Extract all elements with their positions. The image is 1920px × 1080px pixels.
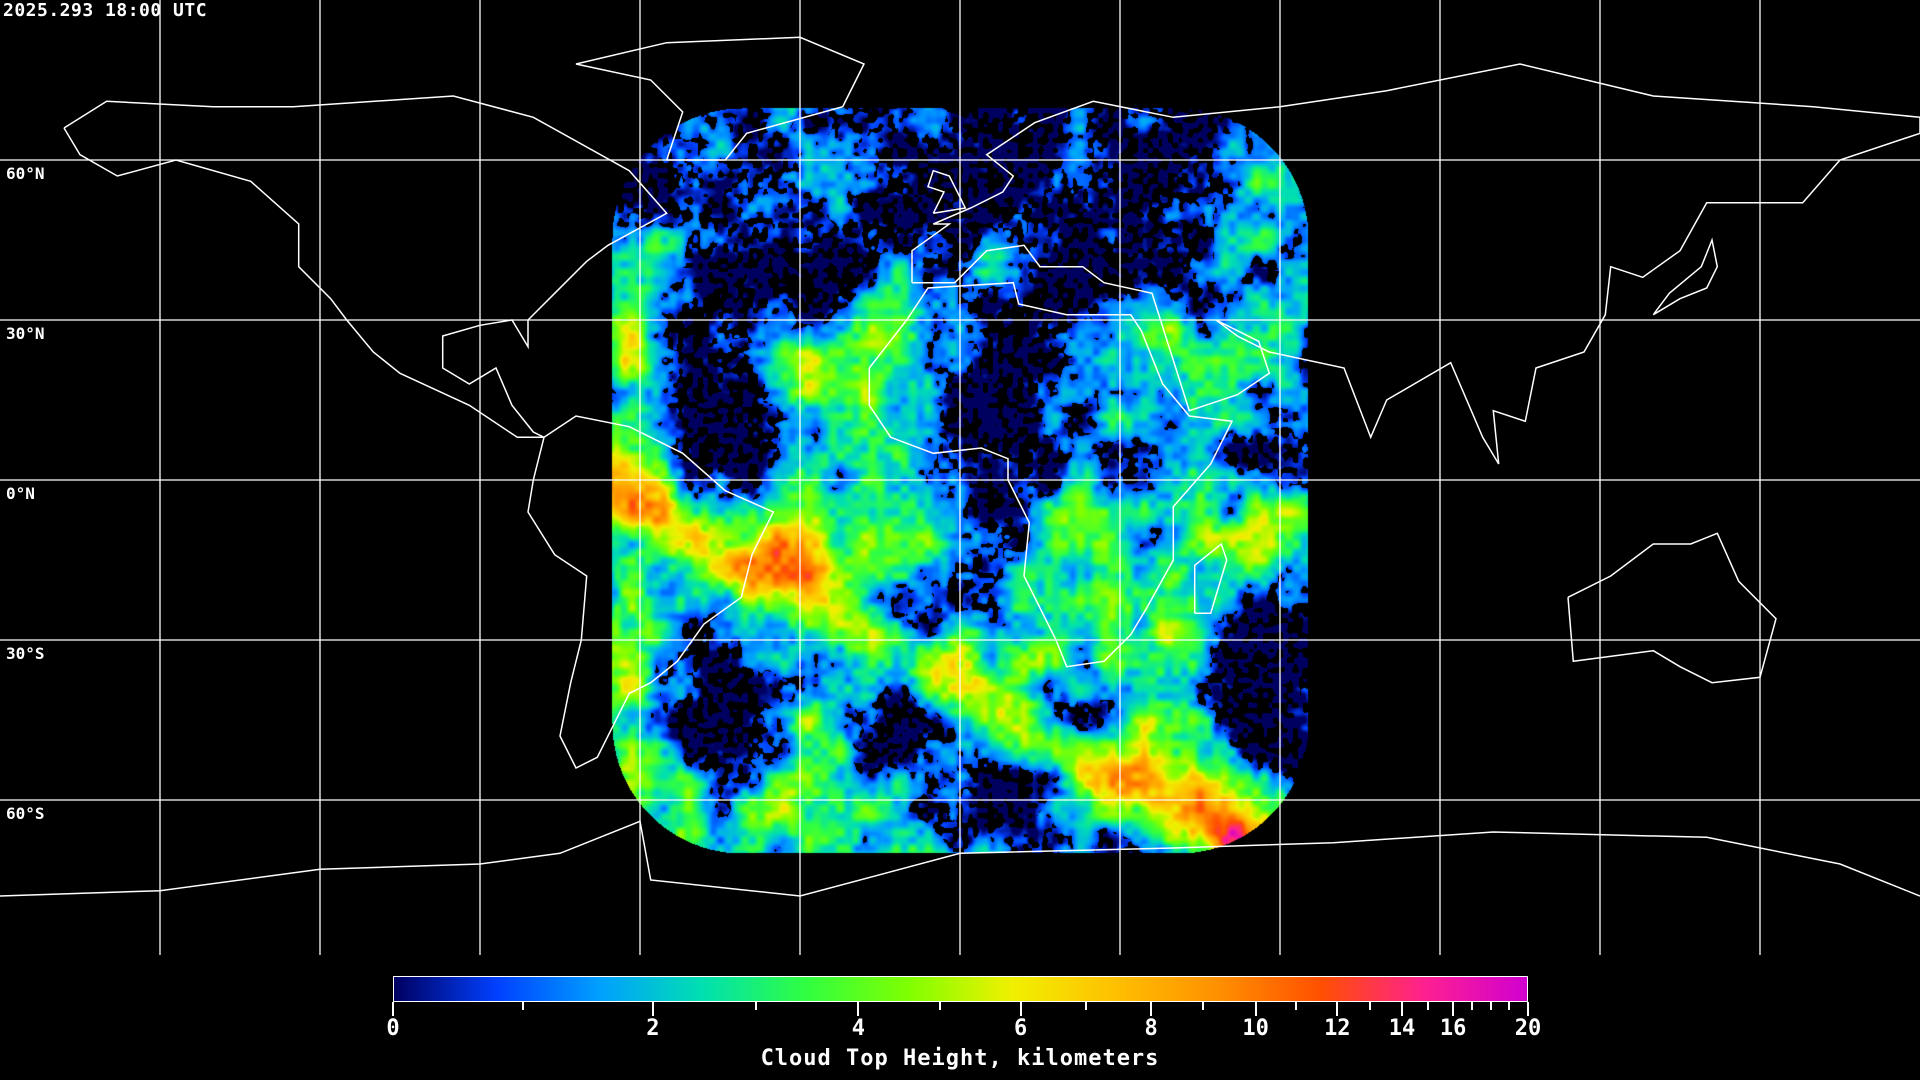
lat-label-60s: 60°S — [6, 804, 45, 823]
coastline-japan — [1652, 237, 1719, 316]
satellite-map — [0, 0, 1920, 960]
colorbar-tick — [1452, 1002, 1455, 1016]
lat-label-60n: 60°N — [6, 164, 45, 183]
colorbar-tick — [1470, 1002, 1473, 1010]
colorbar-tick — [1150, 1002, 1153, 1016]
graticule-and-coastlines — [0, 0, 1920, 955]
colorbar-tick-label: 16 — [1439, 1016, 1467, 1041]
colorbar-tick — [651, 1002, 654, 1016]
colorbar-tick — [938, 1002, 941, 1010]
colorbar-tick-label: 10 — [1242, 1016, 1269, 1041]
colorbar-tick — [1368, 1002, 1371, 1010]
coastline-antarctica — [0, 820, 1920, 897]
colorbar-tick — [1508, 1002, 1511, 1010]
coastline-africa — [868, 281, 1234, 668]
lat-label-0n: 0°N — [6, 484, 35, 503]
colorbar-tick — [1202, 1002, 1205, 1010]
colorbar-tick — [1527, 1002, 1529, 1016]
colorbar-label: Cloud Top Height, kilometers — [760, 1046, 1160, 1071]
colorbar-tick — [1084, 1002, 1087, 1010]
colorbar-tick-label: 8 — [1144, 1016, 1158, 1041]
coastline-south-america — [527, 415, 775, 770]
colorbar-tick-label: 0 — [386, 1016, 400, 1041]
colorbar-tick — [521, 1002, 524, 1010]
lat-label-30s: 30°S — [6, 644, 45, 663]
colorbar-tick — [754, 1002, 757, 1010]
colorbar-tick-label: 20 — [1514, 1016, 1542, 1041]
colorbar-ticks: 0 2 4 6 8 10 12 14 16 20 — [386, 1002, 1541, 1062]
coastline-madagascar — [1193, 542, 1228, 615]
coastline-eurasia — [911, 63, 1920, 465]
coastline-uk — [927, 169, 967, 215]
colorbar-tick — [1426, 1002, 1429, 1010]
colorbar-tick-label: 2 — [646, 1016, 660, 1041]
coastline-greenland — [575, 36, 866, 161]
colorbar-tick — [392, 1002, 394, 1016]
colorbar-tick-label: 6 — [1014, 1016, 1028, 1041]
colorbar-tick — [1489, 1002, 1492, 1010]
colorbar-tick-label: 14 — [1388, 1016, 1416, 1041]
colorbar-tick — [1254, 1002, 1257, 1016]
coastline-australia — [1567, 532, 1777, 684]
colorbar-tick — [857, 1002, 860, 1016]
timestamp-title: 2025.293 18:00 UTC — [3, 0, 208, 21]
colorbar — [393, 976, 1528, 1002]
colorbar-tick — [1336, 1002, 1339, 1016]
colorbar-tick — [1019, 1002, 1022, 1016]
colorbar-tick — [1295, 1002, 1298, 1010]
colorbar-tick — [1401, 1002, 1403, 1016]
coastline-north-america — [63, 95, 668, 439]
colorbar-tick-label: 12 — [1324, 1016, 1351, 1041]
lat-label-30n: 30°N — [6, 324, 45, 343]
colorbar-tick-label: 4 — [851, 1016, 865, 1041]
